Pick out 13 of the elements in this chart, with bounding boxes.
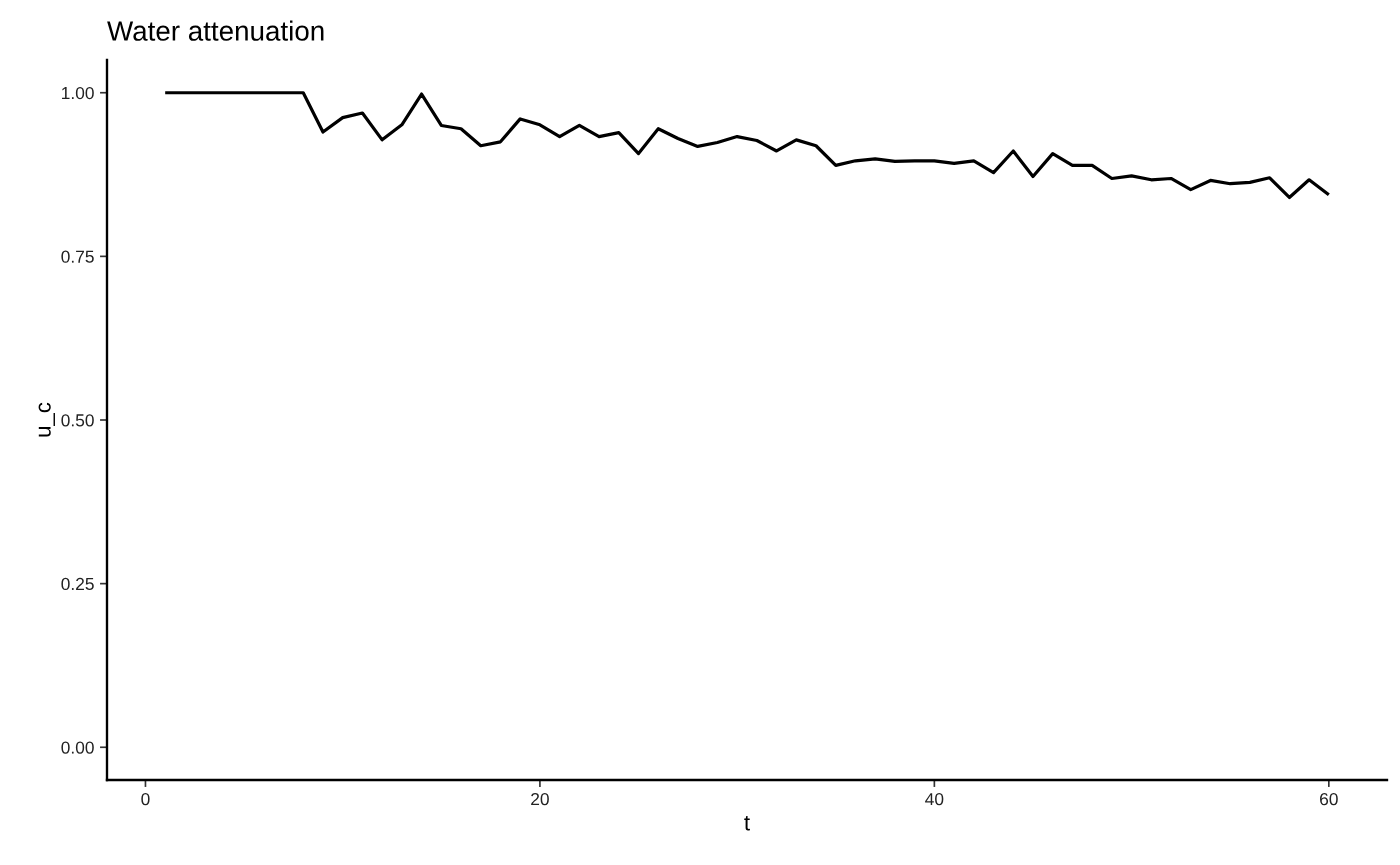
- x-tick-label: 60: [1320, 792, 1338, 806]
- x-tick-label: 0: [141, 792, 150, 806]
- line-series: [163, 91, 1331, 200]
- x-axis-title: t: [744, 815, 750, 831]
- y-axis-title: u_c: [38, 402, 55, 437]
- y-tick-label: 1.00: [62, 86, 94, 100]
- y-tick-label: 0.75: [61, 250, 94, 263]
- y-tick-label: 0.50: [61, 414, 94, 427]
- y-tick-label: 0.00: [61, 741, 94, 754]
- x-tick-label: 20: [531, 792, 549, 806]
- x-tick-label: 40: [925, 792, 944, 806]
- chart-title: Water attenuation: [107, 20, 324, 41]
- y-tick-label: 0.25: [61, 577, 94, 591]
